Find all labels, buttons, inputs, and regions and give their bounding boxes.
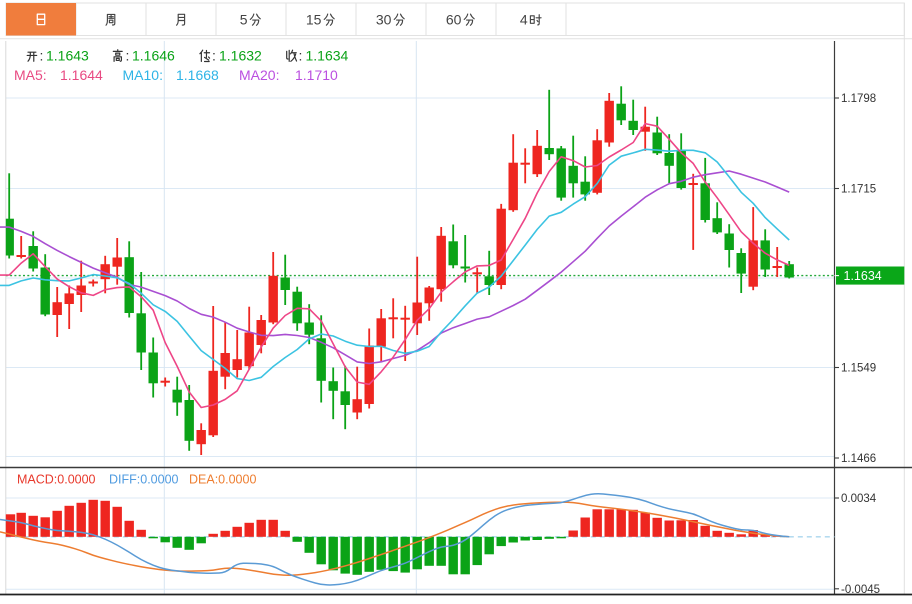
svg-text:15: 15 [306, 11, 322, 27]
svg-text:1.1798: 1.1798 [841, 93, 876, 105]
svg-text:-0.0045: -0.0045 [841, 584, 880, 596]
svg-text:MACD:0.0000: MACD:0.0000 [17, 473, 96, 487]
svg-text:30: 30 [376, 11, 392, 27]
svg-text::: : [299, 47, 303, 63]
svg-text:0.0034: 0.0034 [841, 493, 877, 505]
svg-text:1.1549: 1.1549 [841, 363, 876, 375]
svg-text:1.1715: 1.1715 [841, 184, 876, 196]
svg-text:1.1634: 1.1634 [844, 269, 882, 283]
svg-text:1.1643: 1.1643 [46, 47, 89, 63]
svg-text:1.1634: 1.1634 [306, 47, 349, 63]
svg-text:1.1632: 1.1632 [219, 47, 262, 63]
svg-text:4: 4 [520, 11, 528, 27]
svg-text:5: 5 [240, 11, 248, 27]
svg-text:1.1466: 1.1466 [841, 453, 876, 465]
svg-text:1.1646: 1.1646 [132, 47, 175, 63]
svg-text:DIFF:0.0000: DIFF:0.0000 [109, 473, 179, 487]
svg-text::: : [126, 47, 130, 63]
svg-text::: : [40, 47, 44, 63]
svg-text:60: 60 [446, 11, 462, 27]
svg-text:DEA:0.0000: DEA:0.0000 [189, 473, 256, 487]
svg-text::: : [212, 47, 216, 63]
